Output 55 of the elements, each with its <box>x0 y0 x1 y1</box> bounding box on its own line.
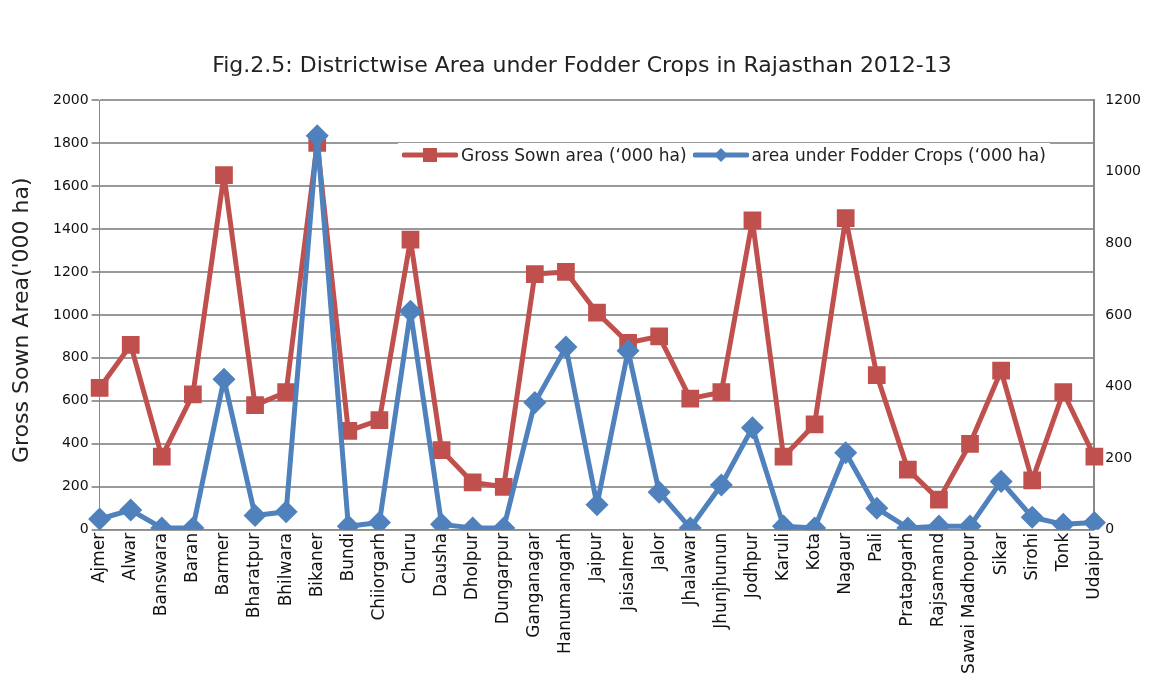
x-tick-label: Sawai Madhopur <box>958 532 979 674</box>
y2-tick-label: 0 <box>1105 520 1115 537</box>
x-tick-label: Nagaur <box>834 532 855 595</box>
y-tick-label: 1400 <box>52 219 89 236</box>
x-tick-label: Ajmer <box>88 532 109 584</box>
chart-title: Fig.2.5: Districtwise Area under Fodder Crops in Rajasthan 2012-13 <box>211 52 953 77</box>
x-tick-label: Banswara <box>150 532 171 617</box>
y2-tick-label: 1000 <box>1105 162 1142 179</box>
y2-tick-label: 800 <box>1105 233 1133 250</box>
legend-label: Gross Sown area (‘000 ha) <box>461 145 687 165</box>
y-tick-label: 400 <box>61 434 89 451</box>
x-tick-label: Baran <box>181 532 202 583</box>
x-tick-label: Sikar <box>989 532 1010 576</box>
x-tick-label: Jhunjhunun <box>709 532 730 630</box>
y-tick-label: 1600 <box>52 176 89 193</box>
y-tick-label: 1800 <box>52 133 89 150</box>
x-tick-label: Jodhpur <box>740 532 761 600</box>
x-tick-label: Dausha <box>429 532 450 598</box>
x-tick-label: Dholpur <box>461 532 482 601</box>
y-tick-label: 200 <box>61 477 89 494</box>
x-tick-label: Chiiorgarh <box>367 532 388 621</box>
x-tick-label: Jalor <box>647 532 668 572</box>
x-tick-label: Tonk <box>1051 532 1072 573</box>
y-tick-label: 1000 <box>52 305 89 322</box>
y2-tick-label: 200 <box>1105 448 1133 465</box>
x-tick-label: Bikaner <box>305 532 326 598</box>
y-tick-label: 1200 <box>52 262 89 279</box>
x-tick-label: Barmer <box>212 532 233 596</box>
x-tick-label: Sirohi <box>1020 532 1041 581</box>
x-tick-label: Kota <box>803 532 824 571</box>
x-tick-label: Jaisalmer <box>616 532 637 612</box>
x-tick-label: Churu <box>398 532 419 584</box>
y-axis-title: Gross Sown Area('000 ha) <box>8 176 34 465</box>
x-tick-label: Hanumangarh <box>554 532 575 654</box>
y2-tick-label: 1200 <box>1105 90 1142 107</box>
x-tick-label: Pratapgarh <box>896 532 917 627</box>
x-tick-label: Pali <box>865 532 886 563</box>
y-tick-label: 2000 <box>52 90 89 107</box>
x-tick-label: Ganganagar <box>523 532 544 638</box>
x-tick-label: Karuli <box>771 532 792 582</box>
x-tick-label: Bharatpur <box>243 532 264 619</box>
y-tick-label: 800 <box>61 348 89 365</box>
x-tick-label: Bundi <box>336 532 357 582</box>
x-tick-label: Dungarpur <box>492 532 513 625</box>
x-tick-label: Rajsamand <box>927 532 948 628</box>
x-tick-label: Jhalawar <box>678 532 699 607</box>
x-tick-label: Udaipur <box>1082 532 1103 600</box>
y-tick-label: 600 <box>61 391 89 408</box>
x-tick-label: Alwar <box>119 532 140 581</box>
y2-tick-label: 400 <box>1105 377 1133 394</box>
x-tick-label: Jaipur <box>585 532 606 583</box>
x-tick-label: Bhilwara <box>274 532 295 607</box>
y2-tick-label: 600 <box>1105 305 1133 322</box>
legend-label: area under Fodder Crops (‘000 ha) <box>751 145 1046 165</box>
y-tick-label: 0 <box>79 520 89 537</box>
